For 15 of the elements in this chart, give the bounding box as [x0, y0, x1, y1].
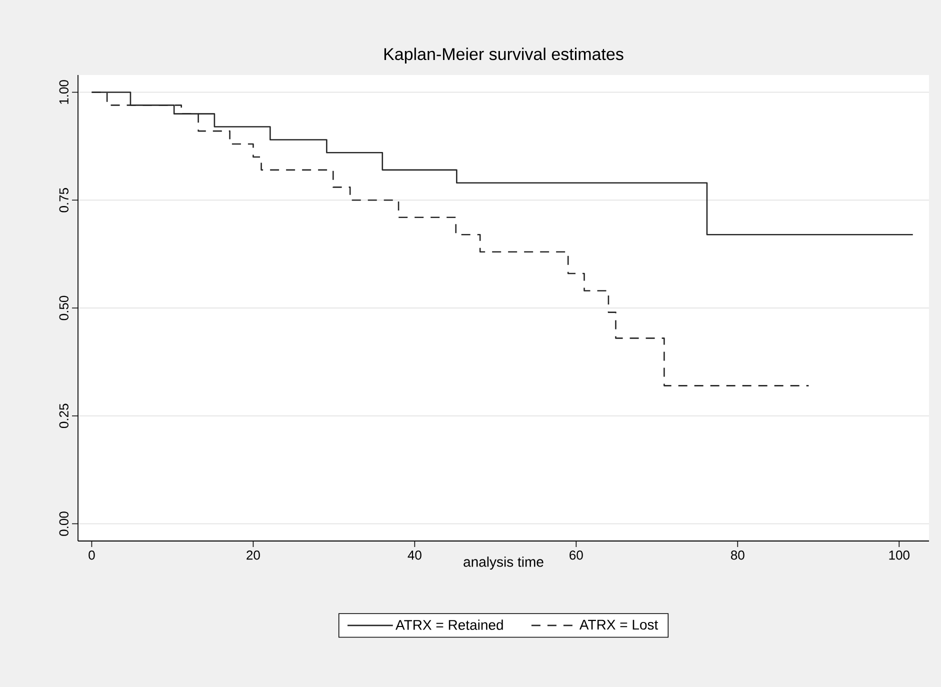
- y-tick-label: 0.00: [59, 512, 68, 536]
- chart-title: Kaplan-Meier survival estimates: [384, 48, 624, 64]
- legend-label: ATRX = Lost: [579, 620, 658, 630]
- x-tick-label: 100: [889, 550, 910, 560]
- y-tick-label: 0.75: [59, 188, 68, 212]
- y-tick-label: 1.00: [59, 80, 68, 104]
- x-tick-label: 60: [570, 550, 583, 560]
- legend-label: ATRX = Retained: [396, 620, 503, 630]
- y-tick-label: 0.50: [59, 296, 68, 320]
- x-tick-label: 0: [88, 550, 95, 560]
- x-tick-label: 20: [246, 550, 260, 560]
- y-tick-label: 0.25: [59, 404, 68, 428]
- x-tick-label: 80: [730, 550, 744, 560]
- x-tick-label: 40: [408, 550, 422, 560]
- x-axis-title: analysis time: [464, 556, 544, 570]
